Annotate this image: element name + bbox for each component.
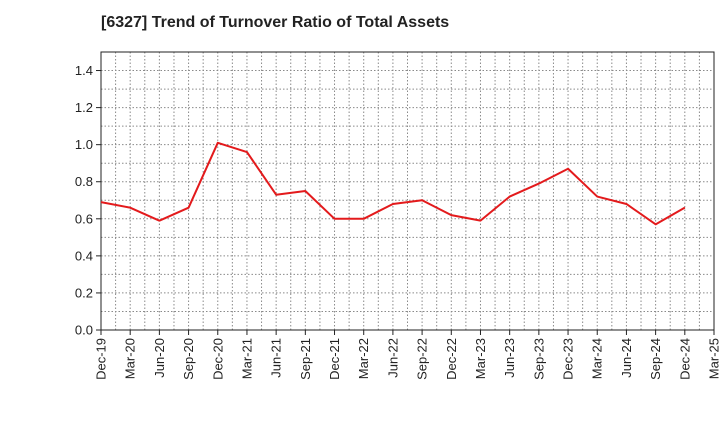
y-axis-ticks: 0.0 0.2 0.4 0.6 0.8 1.0 1.2 1.4 — [75, 63, 101, 338]
x-tick-label: Mar-21 — [239, 338, 254, 379]
x-tick-label: Mar-22 — [356, 338, 371, 379]
x-tick-label: Mar-24 — [590, 338, 605, 379]
x-tick-label: Mar-25 — [707, 338, 720, 379]
x-tick-label: Dec-19 — [94, 338, 109, 380]
x-tick-label: Jun-24 — [619, 338, 634, 378]
y-tick-label: 1.4 — [75, 63, 93, 78]
x-tick-label: Dec-20 — [210, 338, 225, 380]
x-tick-label: Mar-20 — [123, 338, 138, 379]
x-tick-label: Sep-24 — [648, 338, 663, 380]
y-tick-label: 0.0 — [75, 323, 93, 338]
y-tick-label: 1.2 — [75, 100, 93, 115]
x-tick-label: Dec-22 — [444, 338, 459, 380]
x-tick-label: Jun-21 — [269, 338, 284, 378]
y-tick-label: 1.0 — [75, 137, 93, 152]
x-tick-label: Dec-21 — [327, 338, 342, 380]
x-tick-label: Sep-20 — [181, 338, 196, 380]
x-tick-label: Sep-23 — [531, 338, 546, 380]
chart-title: [6327] Trend of Turnover Ratio of Total … — [101, 14, 450, 31]
y-tick-label: 0.4 — [75, 248, 93, 263]
x-tick-label: Jun-23 — [502, 338, 517, 378]
x-tick-label: Jun-20 — [152, 338, 167, 378]
y-tick-label: 0.2 — [75, 285, 93, 300]
grid-lines — [101, 52, 714, 330]
x-tick-label: Jun-22 — [385, 338, 400, 378]
series-line — [100, 141, 686, 226]
y-tick-label: 0.8 — [75, 174, 93, 189]
x-axis-ticks: Dec-19 Mar-20 Jun-20 Sep-20 Dec-20 Mar-21 Jun-… — [94, 330, 720, 380]
series-layer — [100, 141, 686, 226]
x-tick-label: Mar-23 — [473, 338, 488, 379]
x-tick-label: Sep-21 — [298, 338, 313, 380]
y-tick-label: 0.6 — [75, 211, 93, 226]
x-tick-label: Dec-24 — [677, 338, 692, 380]
x-tick-label: Sep-22 — [415, 338, 430, 380]
plot-frame — [100, 51, 715, 331]
x-tick-label: Dec-23 — [561, 338, 576, 380]
